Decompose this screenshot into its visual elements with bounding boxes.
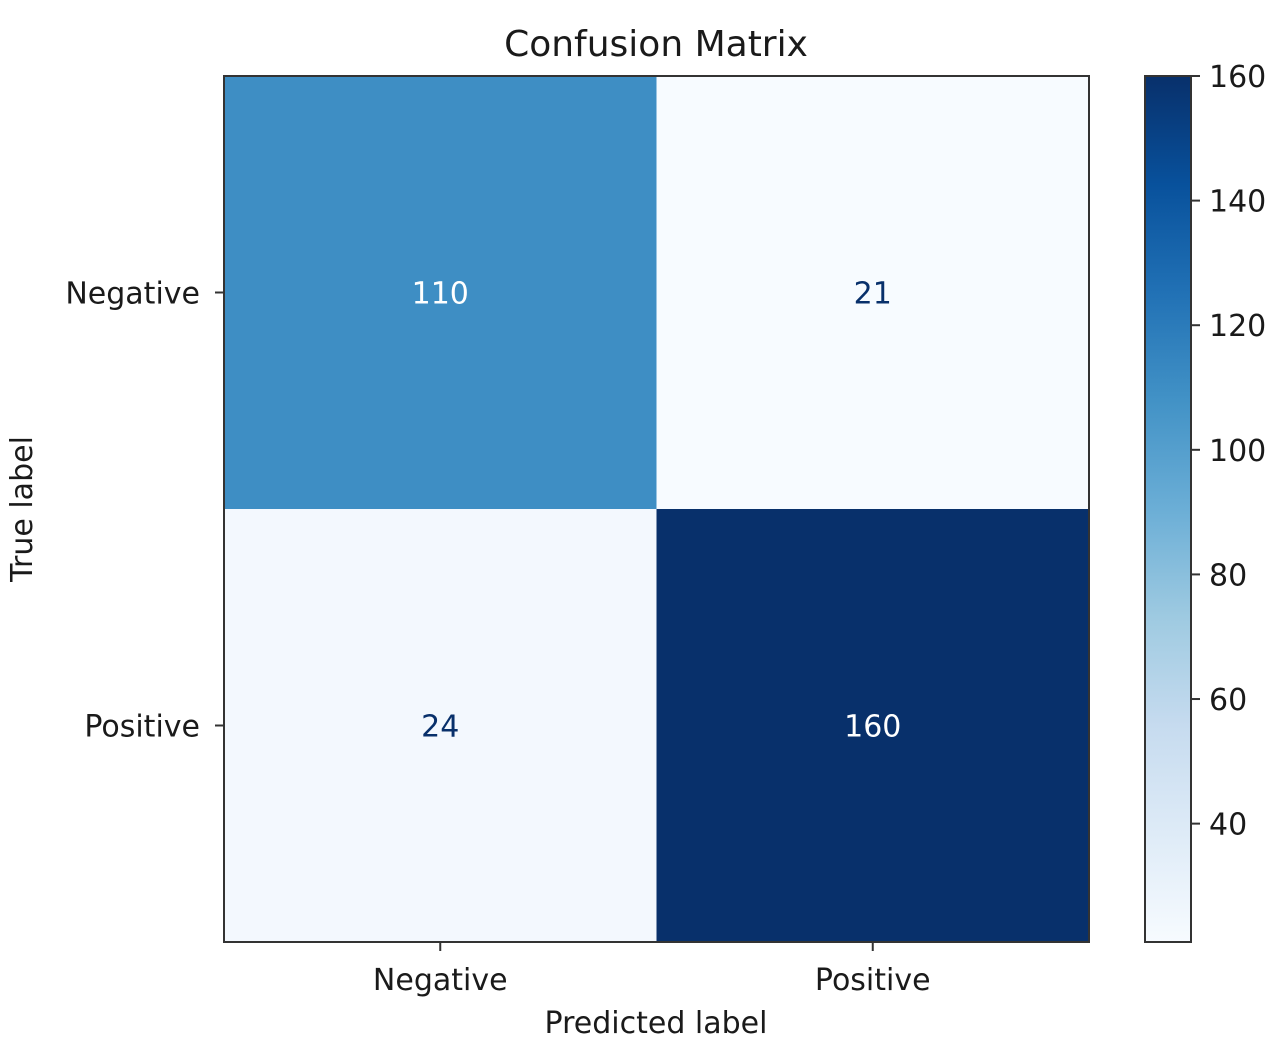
cell-value-r0-c1: 21: [854, 277, 892, 312]
heatmap-cell-r1-c0: [224, 509, 657, 942]
y-axis-label: True label: [5, 436, 40, 583]
cell-value-r1-c1: 160: [844, 710, 901, 745]
colorbar-tick-label: 60: [1209, 683, 1247, 718]
x-tick-label: Positive: [815, 963, 931, 998]
colorbar-tick-label: 80: [1209, 558, 1247, 593]
colorbar-ticks: 40 60 80 100 120 140 160: [1191, 60, 1266, 843]
heatmap-cells: [224, 76, 1089, 942]
colorbar-tick-label: 100: [1209, 434, 1266, 469]
cell-value-r0-c0: 110: [412, 277, 469, 312]
heatmap-cell-r0-c0: [224, 76, 657, 509]
plot-frame: [223, 75, 1090, 943]
heatmap-cell-r1-c1: [656, 509, 1089, 942]
x-tick-label: Negative: [373, 963, 508, 998]
colorbar: [1144, 75, 1192, 943]
x-axis-ticks: Negative Positive: [373, 942, 931, 998]
colorbar-tick-label: 160: [1209, 60, 1266, 95]
y-tick-label: Negative: [65, 277, 200, 312]
y-tick-label: Positive: [84, 710, 200, 745]
x-axis-label: Predicted label: [545, 1006, 768, 1041]
colorbar-tick-label: 40: [1209, 808, 1247, 843]
chart-title: Confusion Matrix: [504, 24, 808, 65]
colorbar-tick-label: 120: [1209, 309, 1266, 344]
cell-value-r1-c0: 24: [421, 710, 459, 745]
heatmap-cell-r0-c1: [656, 76, 1089, 509]
colorbar-tick-label: 140: [1209, 185, 1266, 220]
heatmap-cell-labels: 110 21 24 160: [412, 277, 902, 745]
y-axis-ticks: Negative Positive: [65, 277, 224, 745]
